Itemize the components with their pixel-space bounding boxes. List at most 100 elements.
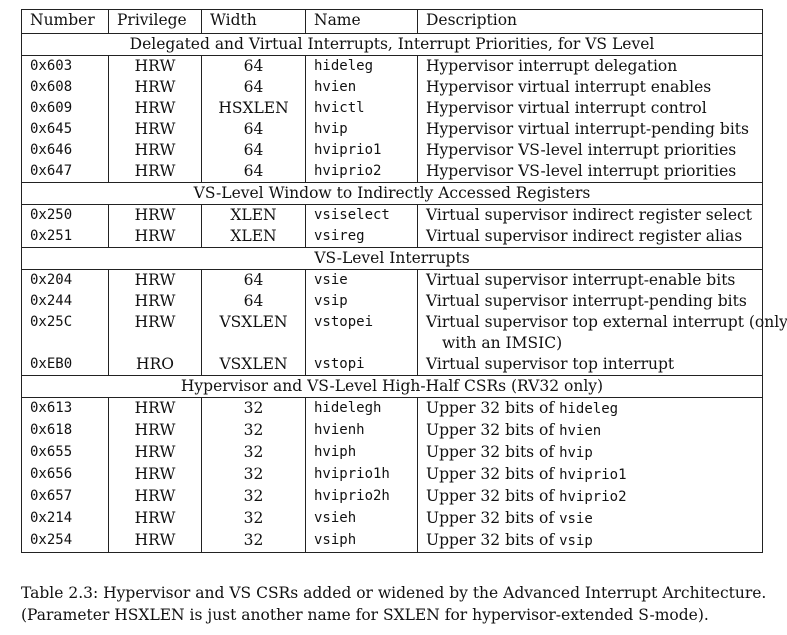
section-header-row: VS-Level Window to Indirectly Accessed R…	[21, 182, 763, 205]
csr-width: 32	[201, 442, 306, 464]
csr-description: Virtual supervisor indirect register ali…	[417, 226, 763, 248]
description-text: Upper 32 bits of	[426, 509, 560, 527]
header-name: Name	[305, 9, 418, 34]
section-header-row: Delegated and Virtual Interrupts, Interr…	[21, 33, 763, 56]
description-text: Upper 32 bits of	[426, 421, 560, 439]
table-caption: Table 2.3: Hypervisor and VS CSRs added …	[21, 582, 771, 626]
csr-width: 32	[201, 530, 306, 553]
csr-description: Virtual supervisor interrupt-enable bits	[417, 269, 763, 291]
csr-name: vsip	[305, 291, 418, 312]
csr-privilege: HRW	[108, 55, 202, 77]
csr-privilege: HRW	[108, 226, 202, 248]
description-text: Upper 32 bits of	[426, 443, 560, 461]
csr-privilege: HRW	[108, 161, 202, 183]
csr-name: vstopi	[305, 354, 418, 376]
csr-number: 0x609	[21, 98, 109, 119]
caption-line-2: (Parameter HSXLEN is just another name f…	[21, 606, 709, 624]
csr-name: vsiselect	[305, 204, 418, 226]
table-row: 0x254 HRW 32 vsiph Upper 32 bits of vsip	[21, 530, 763, 553]
csr-width: 32	[201, 508, 306, 530]
section-title: Delegated and Virtual Interrupts, Interr…	[21, 33, 763, 56]
table-header-row: Number Privilege Width Name Description	[21, 9, 763, 34]
csr-description: Virtual supervisor interrupt-pending bit…	[417, 291, 763, 312]
csr-privilege: HRO	[108, 354, 202, 376]
csr-privilege: HRW	[108, 140, 202, 161]
csr-width: 32	[201, 420, 306, 442]
table-row: 0x214 HRW 32 vsieh Upper 32 bits of vsie	[21, 508, 763, 530]
csr-name: hideleg	[305, 55, 418, 77]
csr-description: Hypervisor virtual interrupt enables	[417, 77, 763, 98]
description-text: Upper 32 bits of	[426, 531, 560, 549]
csr-privilege: HRW	[108, 397, 202, 420]
csr-description: Virtual supervisor indirect register sel…	[417, 204, 763, 226]
csr-description: Virtual supervisor top interrupt	[417, 354, 763, 376]
csr-number: 0x250	[21, 204, 109, 226]
csr-name: hvictl	[305, 98, 418, 119]
csr-width: 32	[201, 397, 306, 420]
csr-width: XLEN	[201, 226, 306, 248]
csr-privilege: HRW	[108, 530, 202, 553]
table-row: 0x608 HRW 64 hvien Hypervisor virtual interr…	[21, 77, 763, 98]
description-text: Hypervisor VS-level interrupt priorities	[426, 141, 737, 159]
csr-privilege: HRW	[108, 119, 202, 140]
csr-number: 0x645	[21, 119, 109, 140]
csr-table: Number Privilege Width Name Description …	[21, 9, 787, 553]
table-row: 0x646 HRW 64 hviprio1 Hypervisor VS-level in…	[21, 140, 763, 161]
csr-description: Upper 32 bits of vsie	[417, 508, 763, 530]
description-text: Hypervisor virtual interrupt-pending bit…	[426, 120, 749, 138]
csr-number: 0x244	[21, 291, 109, 312]
csr-privilege: HRW	[108, 77, 202, 98]
csr-privilege: HRW	[108, 464, 202, 486]
csr-number: 0x655	[21, 442, 109, 464]
table-row: 0x618 HRW 32 hvienh Upper 32 bits of hvien	[21, 420, 763, 442]
csr-table-container: Number Privilege Width Name Description …	[21, 9, 787, 553]
csr-width: 32	[201, 486, 306, 508]
csr-privilege: HRW	[108, 269, 202, 291]
csr-description: Upper 32 bits of hviprio2	[417, 486, 763, 508]
csr-name: hvienh	[305, 420, 418, 442]
description-register-name: hideleg	[559, 401, 619, 417]
csr-name: vsiph	[305, 530, 418, 553]
table-row: 0x656 HRW 32 hviprio1h Upper 32 bits of hvip…	[21, 464, 763, 486]
csr-privilege: HRW	[108, 486, 202, 508]
description-text: Virtual supervisor top external interrup…	[426, 313, 787, 331]
csr-width: VSXLEN	[201, 354, 306, 376]
csr-name: hviph	[305, 442, 418, 464]
csr-name: vsie	[305, 269, 418, 291]
csr-width: VSXLEN	[201, 312, 306, 354]
csr-description: Hypervisor virtual interrupt control	[417, 98, 763, 119]
table-row: 0x250 HRW XLEN vsiselect Virtual supervisor …	[21, 204, 763, 226]
csr-description: Hypervisor VS-level interrupt priorities	[417, 161, 763, 183]
description-text: Upper 32 bits of	[426, 487, 560, 505]
header-privilege: Privilege	[108, 9, 202, 34]
table-row: 0x244 HRW 64 vsip Virtual supervisor interru…	[21, 291, 763, 312]
description-register-name: hvien	[559, 423, 602, 439]
csr-width: 64	[201, 77, 306, 98]
csr-name: hviprio1	[305, 140, 418, 161]
caption-line-1: Table 2.3: Hypervisor and VS CSRs added …	[21, 584, 767, 602]
csr-description: Hypervisor interrupt delegation	[417, 55, 763, 77]
table-row: 0x609 HRW HSXLEN hvictl Hypervisor virtual i…	[21, 98, 763, 119]
csr-name: vsieh	[305, 508, 418, 530]
description-text: Hypervisor virtual interrupt control	[426, 99, 707, 117]
csr-description: Upper 32 bits of hviprio1	[417, 464, 763, 486]
table-row: 0xEB0 HRO VSXLEN vstopi Virtual supervisor t…	[21, 354, 763, 376]
csr-description: Upper 32 bits of hideleg	[417, 397, 763, 420]
description-register-name: vsip	[559, 533, 593, 549]
description-register-name: vsie	[559, 511, 593, 527]
section-header-row: Hypervisor and VS-Level High-Half CSRs (…	[21, 375, 763, 398]
csr-description: Virtual supervisor top external interrup…	[417, 312, 787, 354]
csr-name: hviprio2	[305, 161, 418, 183]
csr-width: 64	[201, 269, 306, 291]
csr-number: 0x214	[21, 508, 109, 530]
csr-name: hvip	[305, 119, 418, 140]
description-continuation: with an IMSIC)	[442, 334, 563, 352]
csr-name: hviprio1h	[305, 464, 418, 486]
table-row: 0x613 HRW 32 hidelegh Upper 32 bits of hidel…	[21, 397, 763, 420]
table-body: Delegated and Virtual Interrupts, Interr…	[21, 33, 787, 553]
description-register-name: hvip	[559, 445, 593, 461]
header-width: Width	[201, 9, 306, 34]
csr-privilege: HRW	[108, 291, 202, 312]
csr-width: 64	[201, 119, 306, 140]
section-header-row: VS-Level Interrupts	[21, 247, 763, 270]
